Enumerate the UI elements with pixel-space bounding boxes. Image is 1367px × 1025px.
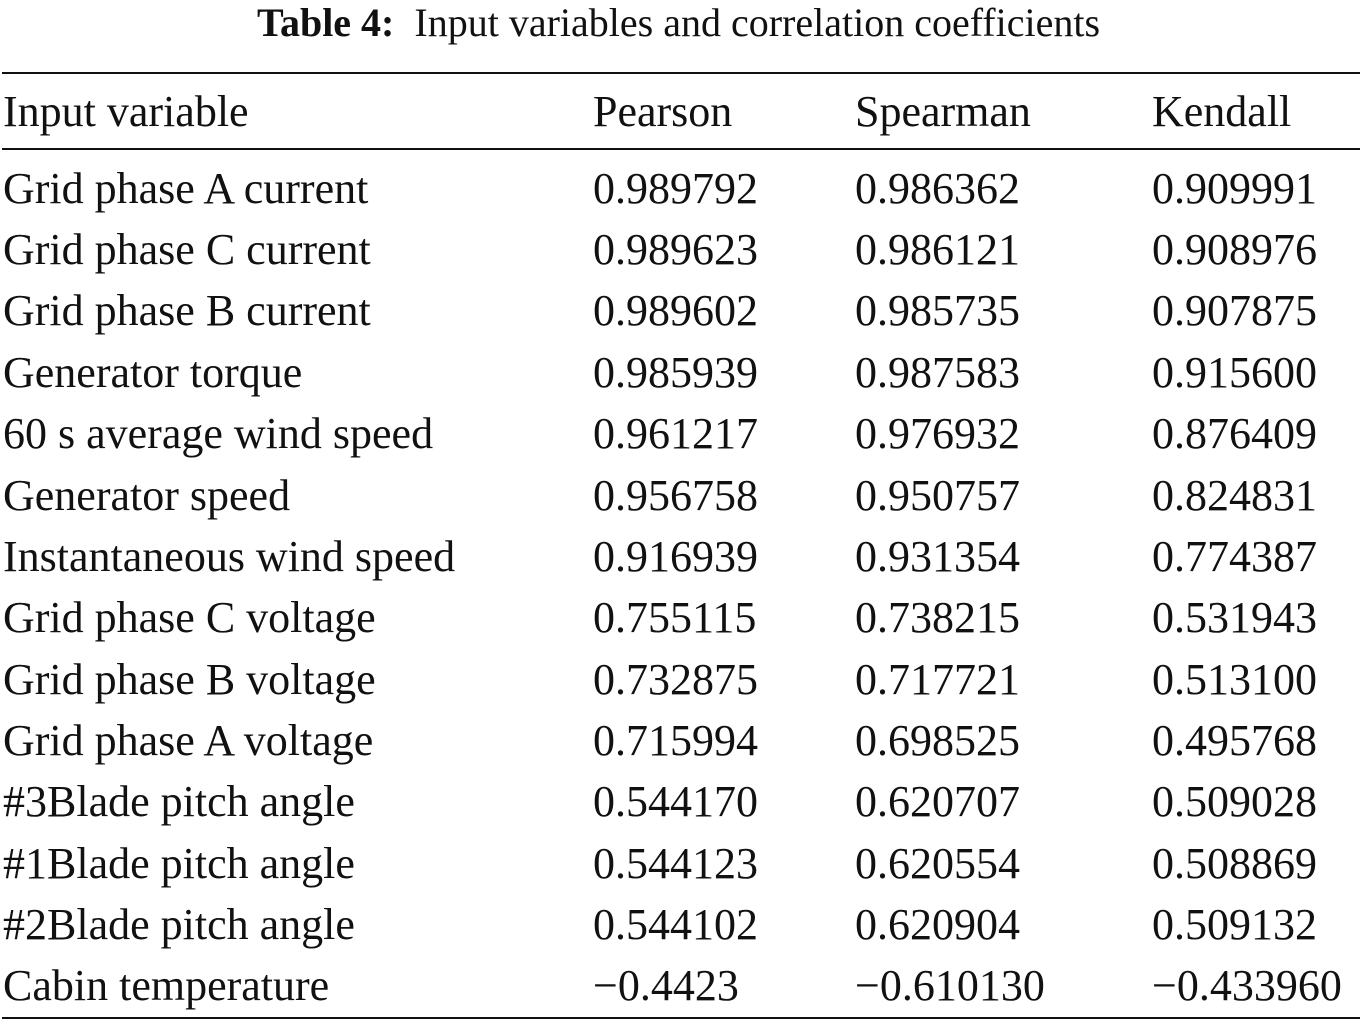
cell-kendall: 0.774387 <box>1152 532 1317 581</box>
table-row: #2Blade pitch angle 0.544102 0.620904 0.… <box>0 894 1367 955</box>
cell-kendall: 0.908976 <box>1152 225 1317 274</box>
header-pearson: Pearson <box>593 87 733 136</box>
cell-kendall: 0.509132 <box>1152 900 1317 949</box>
table-row: Grid phase A voltage 0.715994 0.698525 0… <box>0 710 1367 771</box>
table-row: Grid phase B voltage 0.732875 0.717721 0… <box>0 649 1367 710</box>
cell-variable: 60 s average wind speed <box>3 409 434 458</box>
cell-kendall: −0.433960 <box>1152 961 1342 1010</box>
cell-spearman: 0.987583 <box>855 348 1020 397</box>
cell-pearson: 0.732875 <box>593 655 758 704</box>
table-number: Table 4: <box>256 0 395 45</box>
cell-spearman: 0.950757 <box>855 471 1020 520</box>
table-row: Grid phase C voltage 0.755115 0.738215 0… <box>0 587 1367 648</box>
table-row: Cabin temperature −0.4423 −0.610130 −0.4… <box>0 955 1367 1016</box>
cell-variable: Grid phase A current <box>3 164 369 213</box>
header-input-variable: Input variable <box>3 87 249 136</box>
cell-spearman: 0.620707 <box>855 777 1020 826</box>
cell-variable: Generator speed <box>3 471 291 520</box>
cell-pearson: 0.989602 <box>593 286 758 335</box>
table-row: Grid phase A current 0.989792 0.986362 0… <box>0 158 1367 219</box>
cell-kendall: 0.495768 <box>1152 716 1317 765</box>
cell-pearson: 0.715994 <box>593 716 758 765</box>
cell-variable: Grid phase C current <box>3 225 371 274</box>
cell-variable: Grid phase B current <box>3 286 371 335</box>
top-rule <box>2 72 1360 74</box>
cell-variable: #2Blade pitch angle <box>3 900 355 949</box>
cell-variable: Grid phase C voltage <box>3 593 376 642</box>
header-spearman: Spearman <box>855 87 1031 136</box>
cell-spearman: −0.610130 <box>855 961 1045 1010</box>
cell-variable: Grid phase B voltage <box>3 655 376 704</box>
cell-pearson: 0.961217 <box>593 409 758 458</box>
cell-spearman: 0.931354 <box>855 532 1020 581</box>
cell-pearson: 0.544123 <box>593 839 758 888</box>
table-row: Generator speed 0.956758 0.950757 0.8248… <box>0 465 1367 526</box>
cell-kendall: 0.508869 <box>1152 839 1317 888</box>
cell-kendall: 0.509028 <box>1152 777 1317 826</box>
cell-spearman: 0.620554 <box>855 839 1020 888</box>
cell-pearson: 0.956758 <box>593 471 758 520</box>
cell-pearson: 0.989792 <box>593 164 758 213</box>
cell-spearman: 0.717721 <box>855 655 1020 704</box>
cell-pearson: 0.755115 <box>593 593 757 642</box>
cell-kendall: 0.915600 <box>1152 348 1317 397</box>
cell-pearson: 0.916939 <box>593 532 758 581</box>
table-row: Grid phase C current 0.989623 0.986121 0… <box>0 219 1367 280</box>
table-row: Generator torque 0.985939 0.987583 0.915… <box>0 342 1367 403</box>
cell-spearman: 0.985735 <box>855 286 1020 335</box>
header-kendall: Kendall <box>1152 87 1292 136</box>
cell-variable: Grid phase A voltage <box>3 716 374 765</box>
cell-pearson: 0.989623 <box>593 225 758 274</box>
cell-spearman: 0.986121 <box>855 225 1020 274</box>
cell-pearson: 0.544170 <box>593 777 758 826</box>
table-row: #1Blade pitch angle 0.544123 0.620554 0.… <box>0 833 1367 894</box>
cell-variable: #1Blade pitch angle <box>3 839 355 888</box>
cell-pearson: −0.4423 <box>593 961 739 1010</box>
cell-variable: #3Blade pitch angle <box>3 777 355 826</box>
table-caption: Table 4: Input variables and correlation… <box>0 0 1357 46</box>
cell-kendall: 0.531943 <box>1152 593 1317 642</box>
table-title: Input variables and correlation coeffici… <box>414 0 1101 45</box>
cell-spearman: 0.698525 <box>855 716 1020 765</box>
cell-kendall: 0.824831 <box>1152 471 1317 520</box>
cell-pearson: 0.985939 <box>593 348 758 397</box>
cell-variable: Cabin temperature <box>3 961 330 1010</box>
table-row: Grid phase B current 0.989602 0.985735 0… <box>0 280 1367 341</box>
cell-pearson: 0.544102 <box>593 900 758 949</box>
bottom-rule <box>2 1017 1360 1019</box>
cell-variable: Instantaneous wind speed <box>3 532 456 581</box>
table-row: Instantaneous wind speed 0.916939 0.9313… <box>0 526 1367 587</box>
cell-kendall: 0.907875 <box>1152 286 1317 335</box>
cell-spearman: 0.620904 <box>855 900 1020 949</box>
header-rule <box>2 148 1360 150</box>
cell-spearman: 0.986362 <box>855 164 1020 213</box>
cell-kendall: 0.876409 <box>1152 409 1317 458</box>
cell-kendall: 0.513100 <box>1152 655 1317 704</box>
cell-variable: Generator torque <box>3 348 303 397</box>
cell-spearman: 0.976932 <box>855 409 1020 458</box>
cell-kendall: 0.909991 <box>1152 164 1317 213</box>
cell-spearman: 0.738215 <box>855 593 1020 642</box>
table-row: #3Blade pitch angle 0.544170 0.620707 0.… <box>0 771 1367 832</box>
table-row: 60 s average wind speed 0.961217 0.97693… <box>0 403 1367 464</box>
header-row: Input variable Pearson Spearman Kendall <box>0 81 1367 142</box>
